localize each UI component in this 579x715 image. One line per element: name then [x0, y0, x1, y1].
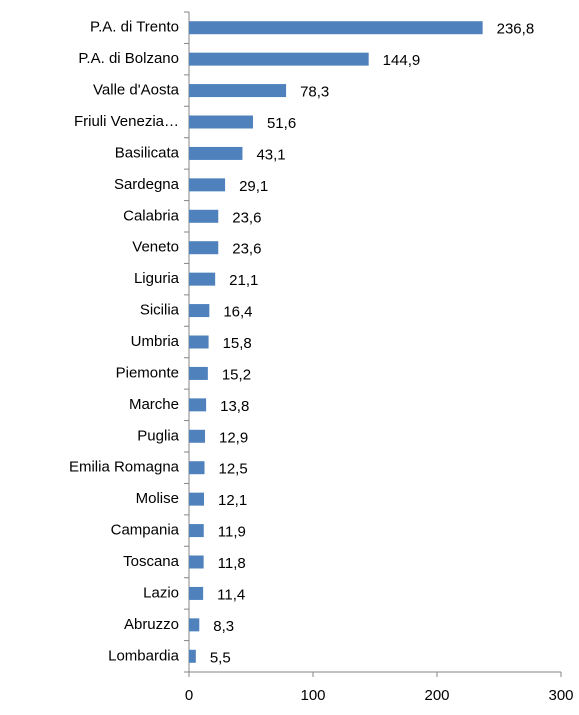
value-label: 12,1	[218, 492, 247, 509]
y-tick-label: Umbria	[131, 333, 180, 350]
bar	[189, 586, 204, 600]
value-label: 15,2	[222, 366, 251, 383]
bar	[189, 272, 216, 286]
bar	[189, 492, 205, 506]
y-tick-label: Veneto	[132, 239, 179, 256]
value-label: 16,4	[223, 304, 252, 321]
bar	[189, 461, 205, 475]
y-tick-label: Piemonte	[116, 364, 179, 381]
bar	[189, 178, 226, 192]
y-tick-label: Toscana	[123, 553, 180, 570]
value-label: 23,6	[232, 209, 261, 226]
bar	[189, 21, 483, 35]
value-label: 236,8	[497, 21, 535, 38]
y-tick-label: Liguria	[134, 270, 180, 287]
bar	[189, 241, 219, 255]
bar	[189, 115, 253, 129]
value-label: 5,5	[210, 649, 231, 666]
y-tick-label: Sardegna	[114, 176, 180, 193]
y-tick-label: Campania	[111, 522, 180, 539]
bar	[189, 146, 243, 160]
y-tick-label: Lazio	[143, 584, 179, 601]
y-tick-label: Valle d'Aosta	[93, 82, 180, 99]
value-label: 11,9	[218, 524, 246, 541]
y-tick-label: Abruzzo	[124, 616, 179, 633]
y-tick-label: Marche	[129, 396, 179, 413]
value-label: 11,4	[217, 586, 245, 603]
x-tick-label: 0	[185, 687, 193, 704]
value-label: 78,3	[300, 84, 329, 101]
value-label: 11,8	[218, 555, 246, 572]
y-tick-label: P.A. di Trento	[90, 19, 179, 36]
value-label: 8,3	[213, 618, 234, 635]
bar	[189, 335, 209, 349]
bar	[189, 618, 200, 632]
y-tick-label: P.A. di Bolzano	[78, 50, 179, 67]
y-tick-label: Calabria	[123, 207, 180, 224]
value-label: 12,5	[219, 461, 248, 478]
bar	[189, 524, 204, 538]
bar	[189, 304, 210, 318]
value-label: 13,8	[220, 398, 249, 415]
y-tick-label: Sicilia	[140, 302, 180, 319]
value-label: 51,6	[267, 115, 296, 132]
x-tick-label: 300	[548, 687, 573, 704]
bar	[189, 52, 369, 66]
y-tick-label: Emilia Romagna	[69, 459, 180, 476]
value-label: 29,1	[239, 178, 268, 195]
value-label: 23,6	[232, 241, 261, 258]
x-tick-label: 200	[424, 687, 449, 704]
y-tick-label: Friuli Venezia…	[74, 113, 179, 130]
y-tick-label: Basilicata	[115, 144, 180, 161]
bar	[189, 366, 208, 380]
y-tick-label: Puglia	[137, 427, 179, 444]
y-tick-label: Molise	[136, 490, 179, 507]
y-tick-label: Lombardia	[108, 647, 180, 664]
bar	[189, 209, 219, 223]
x-tick-label: 100	[300, 687, 325, 704]
value-label: 43,1	[256, 146, 285, 163]
bar	[189, 649, 196, 663]
bar	[189, 398, 207, 412]
value-label: 21,1	[229, 272, 258, 289]
value-label: 12,9	[219, 429, 248, 446]
value-label: 144,9	[383, 52, 421, 69]
bar	[189, 555, 204, 569]
bar	[189, 84, 287, 98]
value-label: 15,8	[223, 335, 252, 352]
bar	[189, 429, 205, 443]
